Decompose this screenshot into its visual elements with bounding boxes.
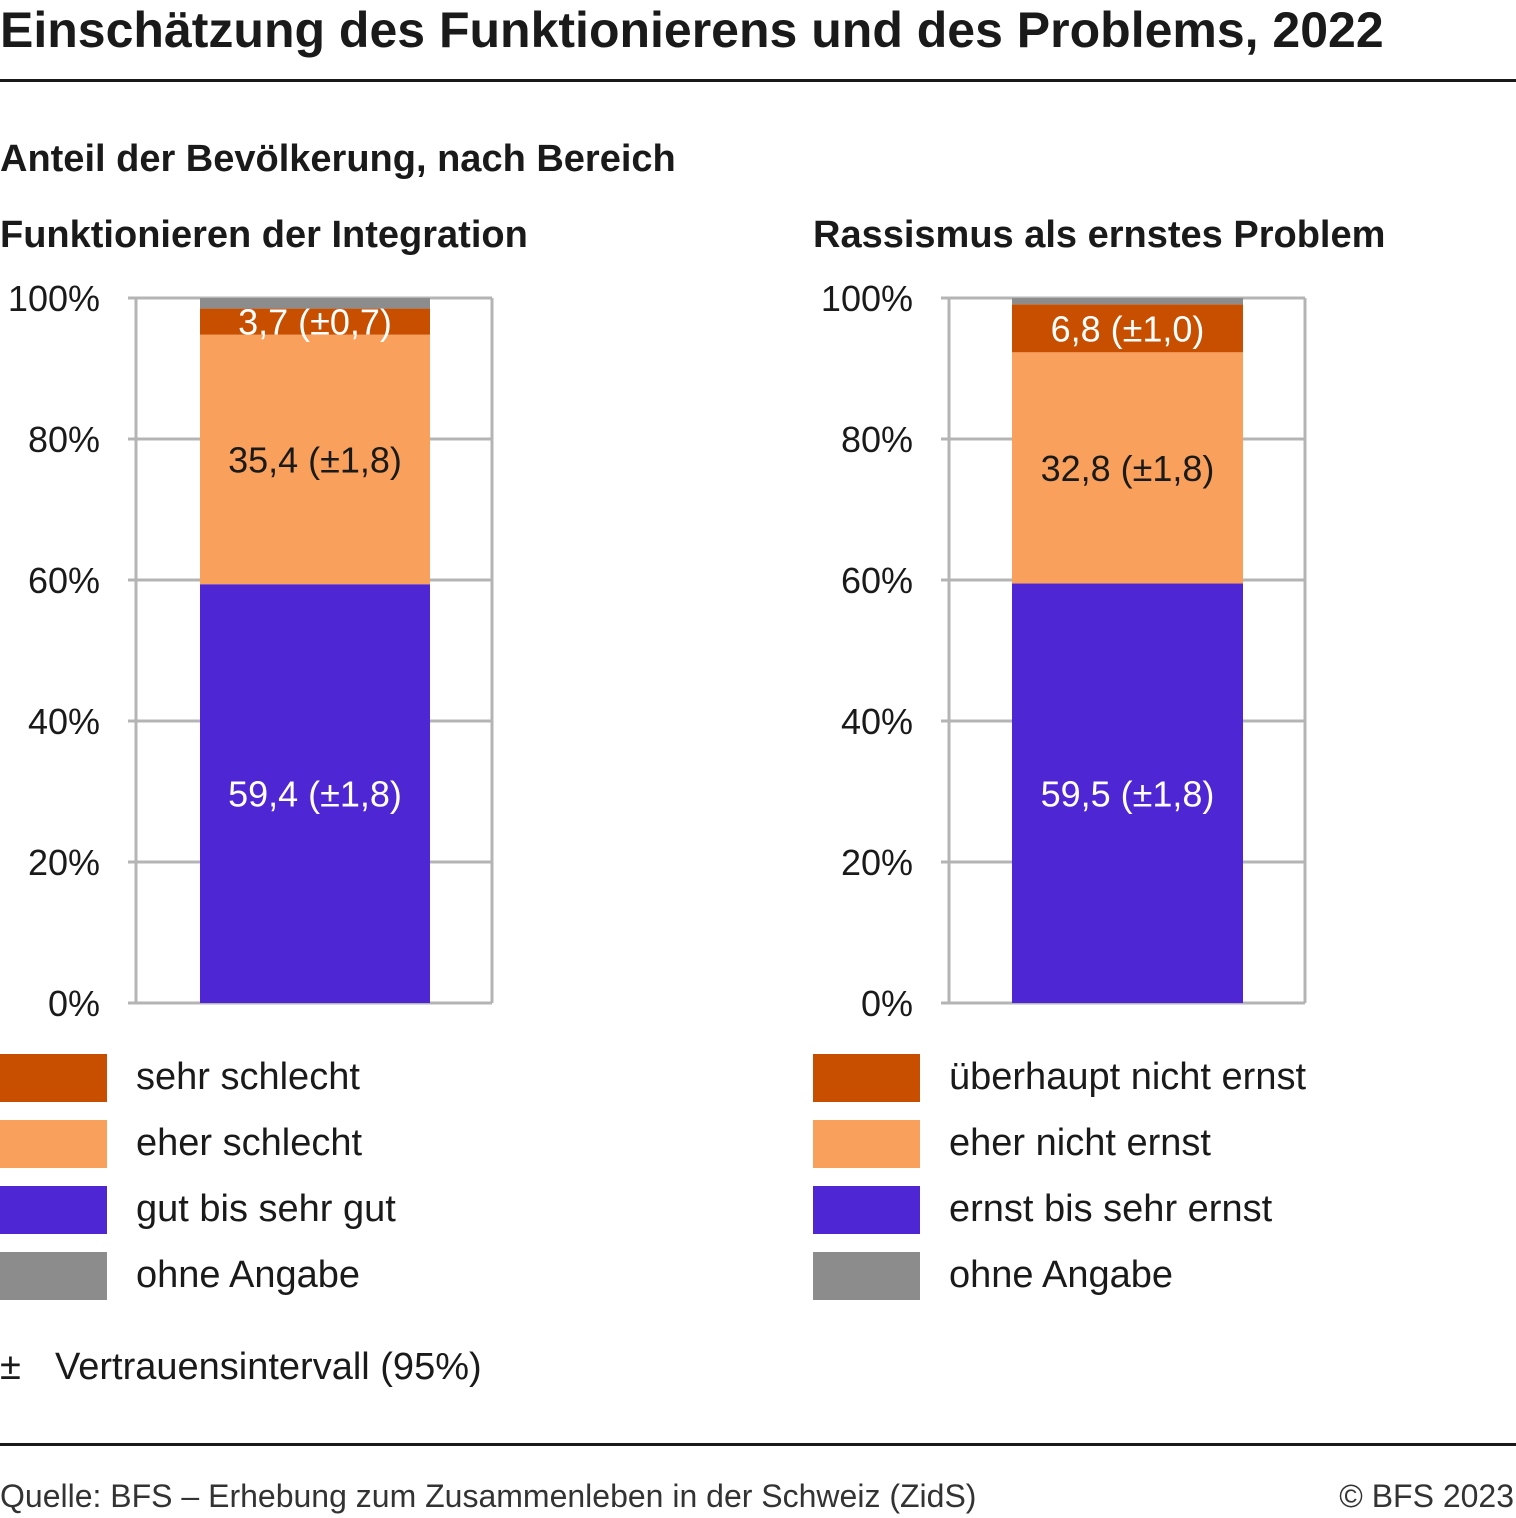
y-tick-label: 0% — [48, 983, 100, 1024]
legend-label: sehr schlecht — [136, 1056, 360, 1098]
y-tick-label: 60% — [841, 560, 913, 601]
plus-minus-symbol: ± — [0, 1346, 21, 1388]
y-tick-label: 100% — [821, 278, 913, 319]
legend-label: ohne Angabe — [949, 1254, 1174, 1296]
y-tick-label: 40% — [841, 701, 913, 742]
bar-segment — [1012, 298, 1243, 305]
bar-segment — [200, 298, 430, 309]
y-tick-label: 0% — [861, 983, 913, 1024]
y-tick-label: 80% — [28, 419, 100, 460]
legend-swatch — [813, 1054, 920, 1102]
legend-swatch — [813, 1252, 920, 1300]
legend-label: ernst bis sehr ernst — [949, 1188, 1273, 1230]
data-label: 35,4 (±1,8) — [228, 439, 402, 480]
legend-label: überhaupt nicht ernst — [949, 1056, 1307, 1098]
y-tick-label: 40% — [28, 701, 100, 742]
bar-segment — [200, 334, 430, 585]
legend-label: eher nicht ernst — [949, 1122, 1211, 1164]
chart-title: Einschätzung des Funktionierens und des … — [0, 2, 1384, 58]
y-tick-label: 80% — [841, 419, 913, 460]
stacked-bar-charts: 0% 20% 40% 60% 80% 100% 59,4 (±1,8) 35,4 (±1,8)… — [8, 278, 1307, 1024]
legend-swatch — [0, 1120, 107, 1168]
legend-label: ohne Angabe — [136, 1254, 361, 1296]
source-note: Quelle: BFS – Erhebung zum Zusammenleben… — [0, 1478, 977, 1514]
bar-segment — [1012, 352, 1243, 584]
panel-title-integration: Funktionieren der Integration — [0, 214, 528, 256]
chart-subtitle: Anteil der Bevölkerung, nach Bereich — [0, 138, 676, 180]
bar-segment — [1012, 583, 1243, 1003]
bar-segment — [200, 584, 430, 1003]
y-tick-label: 20% — [28, 842, 100, 883]
data-label: 32,8 (±1,8) — [1041, 448, 1215, 489]
copyright: © BFS 2023 — [1339, 1478, 1514, 1514]
data-label: 59,4 (±1,8) — [228, 774, 402, 815]
title-rule — [0, 79, 1516, 82]
y-tick-label: 100% — [8, 278, 100, 319]
data-label: 59,5 (±1,8) — [1041, 773, 1215, 814]
legend-label: gut bis sehr gut — [136, 1188, 396, 1230]
confidence-note-text: Vertrauensintervall (95%) — [55, 1346, 482, 1388]
legend-swatch — [0, 1054, 107, 1102]
panel-title-racism: Rassismus als ernstes Problem — [813, 214, 1386, 256]
legend-label: eher schlecht — [136, 1122, 363, 1164]
confidence-note: ± Vertrauensintervall (95%) — [0, 1346, 482, 1389]
bar-segment — [1012, 304, 1243, 353]
footer-rule — [0, 1443, 1516, 1446]
legend-swatch — [813, 1120, 920, 1168]
bar-segment — [200, 308, 430, 335]
data-label: 6,8 (±1,0) — [1051, 308, 1205, 349]
legend-swatch — [0, 1186, 107, 1234]
y-tick-label: 20% — [841, 842, 913, 883]
y-tick-label: 60% — [28, 560, 100, 601]
legend-swatch — [0, 1252, 107, 1300]
legend-swatch — [813, 1186, 920, 1234]
